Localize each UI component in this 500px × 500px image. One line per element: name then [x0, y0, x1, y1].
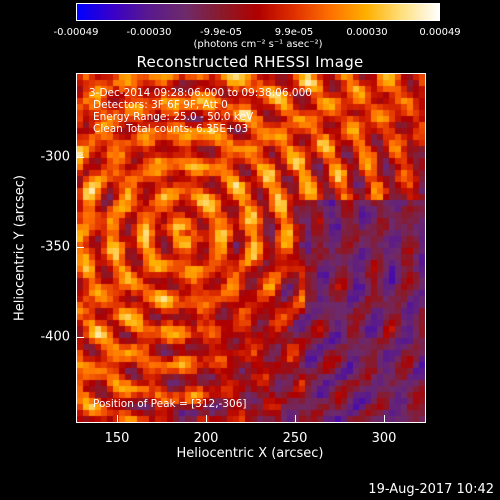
annotation-clean: Clean Total counts: 6.35E+03 [93, 123, 249, 135]
x-tick-mark [384, 415, 385, 423]
x-tick-label: 250 [282, 431, 308, 446]
plot-timestamp: 19-Aug-2017 10:42 [368, 482, 494, 497]
x-tick-mark [295, 415, 296, 423]
x-tick-label: 200 [193, 431, 219, 446]
colorbar [76, 3, 440, 21]
y-tick-label: -400 [40, 329, 70, 345]
image-title: Reconstructed RHESSI Image [136, 53, 364, 71]
annotation-peak: Position of Peak = [312,-306] [93, 398, 247, 410]
colorbar-units: (photons cm⁻² s⁻¹ asec⁻²) [193, 39, 323, 50]
x-tick-label: 150 [104, 431, 130, 446]
colorbar-tick: -0.00030 [126, 27, 172, 38]
annotation-detectors: Detectors: 3F 6F 9F, Att 0 [93, 99, 228, 111]
heatmap-image [77, 74, 425, 422]
colorbar-tick: 9.9e-05 [274, 27, 314, 38]
annotation-energy: Energy Range: 25.0 - 50.0 keV [93, 111, 254, 123]
y-tick-label: -350 [40, 239, 70, 255]
y-tick-mark [76, 157, 84, 158]
y-tick-label: -300 [40, 149, 70, 165]
x-tick-mark [206, 415, 207, 423]
image-plot: 3-Dec-2014 09:28:06.000 to 09:38:06.000 … [76, 73, 426, 423]
x-tick-label: 300 [371, 431, 397, 446]
colorbar-tick: -9.9e-05 [200, 27, 242, 38]
y-tick-mark [76, 337, 84, 338]
y-axis-label: Heliocentric Y (arcsec) [12, 175, 28, 321]
colorbar-tick: 0.00049 [419, 27, 461, 38]
x-tick-mark [117, 415, 118, 423]
x-axis-label: Heliocentric X (arcsec) [176, 446, 324, 461]
y-tick-mark [76, 247, 84, 248]
annotation-time: 3-Dec-2014 09:28:06.000 to 09:38:06.000 [89, 87, 312, 99]
colorbar-tick: 0.00030 [346, 27, 388, 38]
colorbar-tick: -0.00049 [53, 27, 99, 38]
